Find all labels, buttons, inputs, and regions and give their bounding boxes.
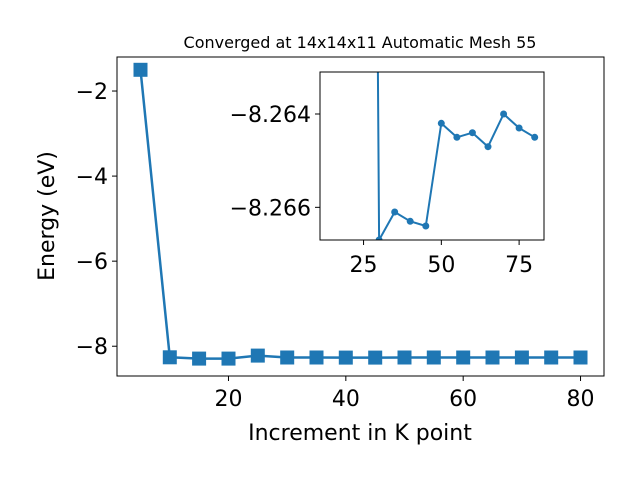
main-y-tick-label: −4 bbox=[76, 165, 108, 190]
main-plot: 20 40 60 80 −8 −6 −4 −2 Increment in K point E… bbox=[35, 56, 605, 446]
main-x-ticks: 20 40 60 80 bbox=[214, 376, 595, 412]
main-data-point bbox=[368, 350, 383, 365]
main-y-tick-label: −2 bbox=[76, 80, 108, 105]
inset-data-point bbox=[453, 133, 461, 141]
main-data-point bbox=[426, 350, 441, 365]
main-y-ticks: −8 −6 −4 −2 bbox=[76, 80, 117, 360]
inset-x-tick-label: 25 bbox=[350, 253, 378, 278]
inset-data-point bbox=[422, 222, 430, 230]
main-data-point bbox=[192, 351, 207, 366]
inset-data-point bbox=[375, 236, 383, 240]
inset-x-tick-label: 50 bbox=[427, 253, 455, 278]
inset-y-tick-label: −8.266 bbox=[230, 196, 311, 221]
chart-title: Converged at 14x14x11 Automatic Mesh 55 bbox=[184, 33, 537, 52]
inset-background bbox=[320, 72, 544, 240]
main-x-tick-label: 20 bbox=[214, 387, 242, 412]
main-data-point bbox=[162, 350, 177, 365]
main-y-tick-label: −8 bbox=[76, 335, 108, 360]
main-data-point bbox=[573, 350, 588, 365]
inset-plot: 25 50 75 −8.266 −8.264 bbox=[230, 71, 545, 278]
inset-data-point bbox=[437, 119, 445, 127]
main-data-point bbox=[221, 351, 236, 366]
main-x-tick-label: 40 bbox=[332, 387, 360, 412]
inset-x-tick-label: 75 bbox=[505, 253, 533, 278]
inset-data-point bbox=[391, 208, 399, 216]
x-axis-label: Increment in K point bbox=[248, 421, 472, 446]
inset-x-ticks: 25 50 75 bbox=[350, 240, 533, 278]
y-axis-label: Energy (eV) bbox=[35, 151, 60, 281]
inset-data-point bbox=[531, 133, 539, 141]
main-x-tick-label: 80 bbox=[567, 387, 595, 412]
inset-data-point bbox=[515, 124, 523, 132]
inset-y-tick-label: −8.264 bbox=[230, 103, 311, 128]
main-data-point bbox=[309, 350, 324, 365]
inset-data-point bbox=[484, 143, 492, 151]
main-data-point bbox=[456, 350, 471, 365]
main-data-point bbox=[485, 350, 500, 365]
main-plot-frame bbox=[116, 56, 605, 377]
inset-data-point bbox=[500, 110, 508, 118]
inset-data-point bbox=[468, 129, 476, 137]
main-data-point bbox=[397, 350, 412, 365]
inset-y-ticks: −8.266 −8.264 bbox=[230, 103, 320, 221]
inset-data-layer bbox=[375, 72, 539, 240]
main-x-tick-label: 60 bbox=[449, 387, 477, 412]
main-data-point bbox=[338, 350, 353, 365]
main-data-point bbox=[544, 350, 559, 365]
main-data-point bbox=[250, 348, 265, 363]
main-data-point bbox=[133, 62, 148, 77]
main-series-line bbox=[139, 69, 581, 360]
main-data-point bbox=[280, 350, 295, 365]
main-data-point bbox=[514, 350, 529, 365]
inset-plot-frame bbox=[319, 71, 545, 241]
main-data-layer bbox=[133, 62, 588, 366]
main-y-tick-label: −6 bbox=[76, 250, 108, 275]
inset-data-point bbox=[406, 217, 414, 225]
